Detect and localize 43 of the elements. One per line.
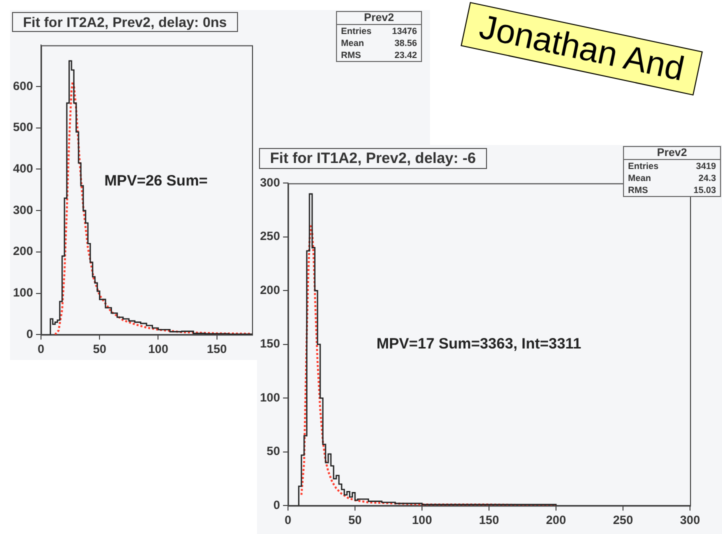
x-tick-label: 50: [92, 342, 107, 356]
x-tick-label: 200: [546, 513, 566, 528]
chart-title: Fit for IT1A2, Prev2, delay: -6: [259, 148, 487, 169]
chart-title: Fit for IT2A2, Prev2, delay: 0ns: [12, 12, 238, 32]
text: Prev2: [624, 147, 720, 160]
annotation: RMS: [628, 185, 648, 195]
y-tick-label: 0: [273, 498, 280, 512]
x-tick-label: 150: [478, 513, 500, 528]
text: Entries: [341, 26, 372, 36]
x-tick-label: 100: [412, 513, 432, 528]
x-tick-label: 0: [284, 513, 292, 528]
y-tick-label: 100: [12, 286, 34, 300]
x-tick-label: 50: [348, 513, 362, 528]
y-tick-label: 50: [266, 444, 280, 458]
text: Mean: [628, 173, 652, 183]
text: Entries: [628, 161, 659, 171]
text: 15.03: [693, 185, 716, 195]
y-tick-label: 0: [26, 326, 34, 341]
y-tick-label: 600: [12, 78, 34, 93]
y-tick-label: 250: [260, 229, 280, 244]
text: Prev2: [337, 12, 421, 25]
text: 13476: [392, 26, 417, 36]
text: 3419: [696, 161, 716, 171]
annotation: MPV=26 Sum=: [104, 172, 208, 190]
text: 24.3: [698, 173, 716, 183]
text: 38.56: [394, 38, 417, 48]
text: 23.42: [394, 50, 417, 60]
annotation: MPV=17 Sum=3363, Int=3311: [376, 336, 582, 353]
y-tick-label: 200: [260, 282, 280, 297]
x-tick-label: 0: [38, 342, 45, 356]
y-tick-label: 100: [260, 390, 280, 404]
x-tick-label: 300: [680, 513, 700, 528]
text: RMS: [341, 50, 361, 60]
y-tick-label: 400: [12, 162, 34, 176]
text: Mean: [341, 38, 364, 48]
y-tick-label: 200: [12, 244, 34, 258]
x-tick-label: 150: [206, 342, 228, 356]
y-tick-label: 300: [12, 202, 34, 217]
text: Jonathan And: [460, 2, 703, 96]
y-tick-label: 500: [12, 120, 34, 134]
x-tick-label: 250: [612, 513, 634, 528]
y-tick-label: 300: [260, 176, 280, 190]
x-tick-label: 100: [148, 342, 169, 356]
